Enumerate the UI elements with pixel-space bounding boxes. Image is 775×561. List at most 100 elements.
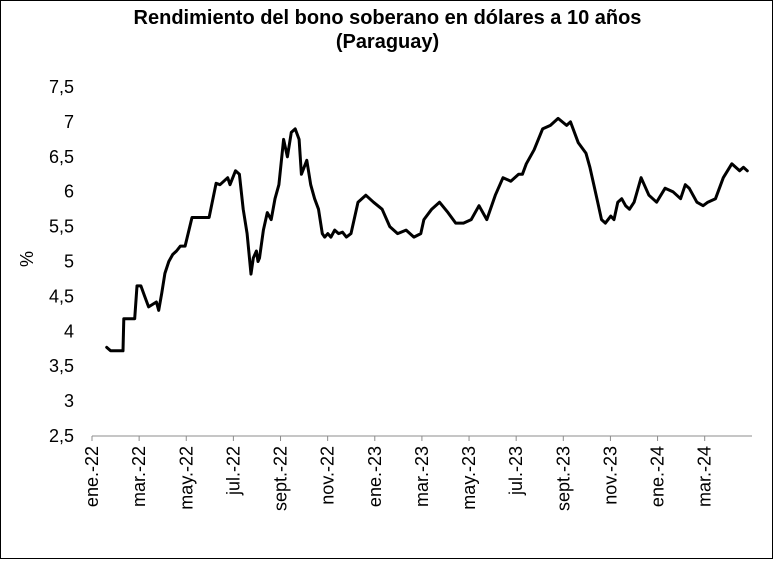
data-point [610,215,612,217]
data-point [294,128,297,130]
y-tick-label: 3,5 [49,356,74,376]
data-point [258,257,261,259]
data-point [684,183,687,186]
data-point [593,183,595,186]
data-point [541,128,544,130]
x-tick-label: sept.-23 [553,446,573,511]
data-point [321,232,324,235]
data-point [596,201,599,203]
x-tick-label: may.-22 [176,446,196,510]
x-tick-label: jul.-23 [506,446,526,496]
data-point [208,216,210,219]
data-point [454,222,457,224]
data-point [199,216,201,219]
data-point [655,201,658,203]
y-tick-label: 5 [64,252,74,272]
data-point [672,190,674,193]
data-point [337,232,340,235]
data-point [731,163,733,165]
data-point [330,236,332,238]
data-point [191,216,193,219]
x-tick-label: mar.-24 [695,446,715,507]
data-point [262,229,265,231]
data-point [365,194,367,196]
data-point [389,225,391,228]
data-point [341,231,344,233]
data-point [143,295,146,298]
y-tick-label: 4 [64,321,74,341]
data-point [738,170,741,172]
chart-subtitle: (Paraguay) [335,31,440,53]
data-point [270,218,273,221]
data-point [549,124,552,127]
data-point [462,222,465,224]
data-point [161,292,163,294]
chart-title-block: Rendimiento del bono soberano en dólares… [0,6,775,54]
data-point [290,131,293,134]
y-tick-label: 4,5 [49,286,74,306]
data-point [420,232,422,235]
y-axis-title: % [17,251,37,267]
data-point [323,236,326,238]
data-point [317,208,320,210]
data-point [396,232,399,235]
data-point [168,260,170,263]
data-point [405,229,407,231]
x-tick-label: ene.-22 [82,446,102,507]
data-point [257,260,259,263]
data-point [430,208,433,210]
y-axis: 2,5 3 3,5 4 4,5 5 5,5 6 6,5 7 7,5 [49,77,74,446]
x-axis: ene.-22 mar.-22 may.-22 jul.-22 sept.-22 nov.… [82,435,752,511]
data-point [557,117,559,120]
data-point [109,350,112,352]
data-point [179,245,182,247]
data-point [246,232,248,235]
data-point [413,236,415,238]
data-point [438,201,441,203]
x-tick-label: mar.-22 [129,446,149,507]
x-tick-label: ene.-23 [365,446,385,507]
data-point [300,173,303,176]
data-point [282,138,285,141]
data-point [155,301,158,303]
data-point [345,236,348,238]
chart-title: Rendimiento del bono soberano en dólares… [133,7,642,29]
data-point [702,204,704,207]
data-point [140,285,142,287]
y-tick-label: 3 [64,391,74,411]
data-point [688,187,690,189]
data-point [628,208,631,210]
series-layer [105,116,749,353]
data-point [175,250,178,252]
data-point [229,183,231,186]
y-tick-label: 2,5 [49,426,74,446]
data-point [620,197,623,200]
data-point [327,232,329,235]
data-point [525,163,528,165]
data-point [215,182,217,185]
data-point [617,201,619,203]
data-point [372,201,375,203]
x-tick-label: nov.-22 [318,446,338,505]
data-point [613,218,615,221]
data-point [226,176,229,179]
data-point [679,197,682,200]
data-point [309,183,312,186]
data-point [171,253,174,256]
data-point [286,156,289,158]
data-point [333,229,336,231]
data-point [250,273,252,275]
data-point [604,222,607,224]
data-point [569,121,572,123]
data-point [350,232,352,235]
data-point [600,218,603,221]
y-tick-label: 7 [64,112,74,132]
data-point [502,176,504,179]
data-point [486,218,488,221]
data-point [274,197,276,200]
data-point [624,204,627,207]
data-point [707,201,709,203]
data-point [633,201,635,203]
